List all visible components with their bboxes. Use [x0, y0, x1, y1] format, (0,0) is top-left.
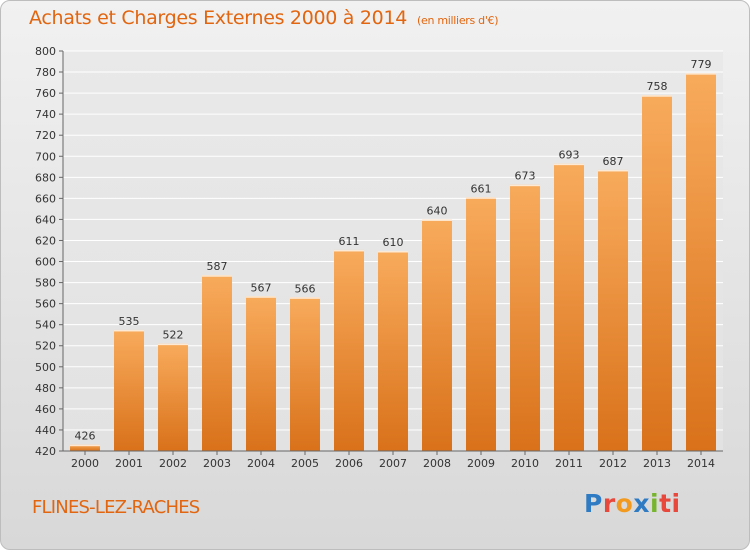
x-tick-label: 2003	[203, 457, 231, 470]
data-label: 426	[75, 430, 96, 443]
x-tick-label: 2007	[379, 457, 407, 470]
y-tick-label: 620	[35, 234, 56, 247]
bar	[158, 343, 188, 451]
y-tick-label: 660	[35, 192, 56, 205]
y-tick-label: 540	[35, 319, 56, 332]
data-label: 673	[515, 170, 536, 183]
y-tick-label: 580	[35, 277, 56, 290]
data-label: 611	[339, 235, 360, 248]
y-tick-label: 700	[35, 150, 56, 163]
town-name: FLINES-LEZ-RACHES	[32, 497, 200, 518]
bar-highlight	[158, 343, 188, 346]
y-tick-label: 500	[35, 361, 56, 374]
data-label: 661	[471, 182, 492, 195]
y-tick-label: 760	[35, 87, 56, 100]
bar-highlight	[290, 297, 320, 299]
x-tick-label: 2013	[643, 457, 671, 470]
data-label: 522	[163, 329, 184, 342]
bar	[246, 296, 276, 451]
logo-letter: i	[650, 489, 660, 518]
x-tick-label: 2009	[467, 457, 495, 470]
y-tick-label: 440	[35, 424, 56, 437]
y-tick-label: 480	[35, 382, 56, 395]
bar-highlight	[510, 184, 540, 187]
logo-letter: ti	[659, 489, 681, 518]
x-tick-label: 2010	[511, 457, 539, 470]
y-tick-label: 780	[35, 66, 56, 79]
bar-highlight	[246, 296, 276, 298]
bar	[290, 297, 320, 451]
bar-highlight	[686, 73, 716, 75]
chart-title-text: Achats et Charges Externes 2000 à 2014	[29, 7, 408, 29]
bar	[378, 251, 408, 451]
bar	[334, 249, 364, 451]
data-label: 535	[119, 315, 140, 328]
chart-title: Achats et Charges Externes 2000 à 2014 (e…	[29, 7, 499, 29]
bar-highlight	[378, 251, 408, 253]
data-label: 587	[207, 260, 228, 273]
y-tick-label: 520	[35, 340, 56, 353]
x-tick-label: 2000	[71, 457, 99, 470]
x-tick-label: 2014	[687, 457, 715, 470]
y-tick-label: 420	[35, 445, 56, 458]
y-tick-label: 560	[35, 298, 56, 311]
bar-highlight	[554, 163, 584, 166]
bar	[422, 219, 452, 451]
y-tick-label: 640	[35, 213, 56, 226]
bar-highlight	[70, 444, 100, 447]
logo-letter: P	[584, 489, 603, 518]
bar	[202, 275, 232, 451]
bar	[642, 95, 672, 452]
logo-letter: r	[602, 489, 616, 518]
bar	[510, 184, 540, 451]
x-tick-label: 2004	[247, 457, 275, 470]
proxiti-logo[interactable]: Proxiti	[584, 489, 681, 518]
bar-highlight	[598, 169, 628, 172]
bar	[70, 444, 100, 451]
logo-letter: o	[615, 489, 634, 518]
logo-letter: x	[633, 489, 650, 518]
data-label: 693	[559, 149, 580, 162]
data-label: 687	[603, 155, 624, 168]
y-tick-label: 800	[35, 45, 56, 58]
y-tick-label: 680	[35, 171, 56, 184]
bar	[466, 197, 496, 451]
data-label: 566	[295, 282, 316, 295]
bar-highlight	[114, 329, 144, 332]
bar-highlight	[642, 95, 672, 97]
data-label: 640	[427, 204, 448, 217]
data-label: 758	[647, 80, 668, 93]
x-tick-label: 2008	[423, 457, 451, 470]
bar-highlight	[466, 197, 496, 199]
y-tick-label: 460	[35, 403, 56, 416]
y-tick-label: 720	[35, 129, 56, 142]
data-label: 779	[691, 58, 712, 71]
chart-subtitle: (en milliers d'€)	[417, 14, 499, 27]
bar	[114, 329, 144, 451]
data-label: 610	[383, 236, 404, 249]
bar-highlight	[422, 219, 452, 221]
y-tick-label: 600	[35, 256, 56, 269]
x-tick-label: 2011	[555, 457, 583, 470]
x-tick-label: 2012	[599, 457, 627, 470]
bar	[686, 73, 716, 452]
x-tick-label: 2006	[335, 457, 363, 470]
x-tick-label: 2001	[115, 457, 143, 470]
y-tick-label: 740	[35, 108, 56, 121]
bar	[554, 163, 584, 451]
bar	[598, 169, 628, 451]
x-tick-label: 2002	[159, 457, 187, 470]
bar-highlight	[334, 249, 364, 252]
data-label: 567	[251, 281, 272, 294]
x-tick-label: 2005	[291, 457, 319, 470]
bar-highlight	[202, 275, 232, 277]
